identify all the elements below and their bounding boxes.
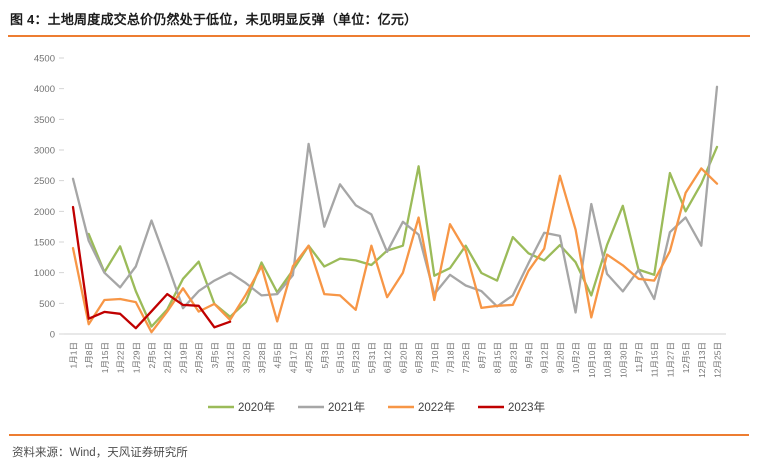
x-tick-label: 8月15日 [493,342,503,373]
y-tick-label: 3500 [34,115,55,126]
title-divider [8,35,750,37]
x-tick-label: 1月22日 [116,342,126,373]
x-tick-label: 2月5日 [147,342,157,368]
figure-title-row: 图 4：土地周度成交总价仍然处于低位，未见明显反弹（单位：亿元） [0,0,758,29]
series-2020年-line [87,145,719,328]
x-tick-label: 7月10日 [430,342,440,373]
x-tick-label: 6月28日 [414,342,424,373]
x-tick-label: 12月25日 [713,342,723,378]
x-tick-label: 1月15日 [100,342,110,373]
legend-label: 2020年 [238,400,275,414]
x-tick-label: 10月18日 [603,342,613,378]
x-tick-label: 1月1日 [69,342,79,368]
x-tick-label: 1月29日 [131,342,141,373]
legend-label: 2023年 [508,400,545,414]
x-tick-label: 3月28日 [257,342,267,373]
x-tick-label: 6月20日 [398,342,408,373]
x-tick-label: 4月17日 [288,342,298,373]
series-2023年-line [71,205,232,330]
y-tick-label: 0 [50,330,55,341]
x-tick-label: 3月12日 [226,342,236,373]
y-tick-label: 2000 [34,207,55,218]
x-tick-label: 5月15日 [336,342,346,373]
x-tick-label: 10月30日 [618,342,628,378]
land-sales-line-chart: 0 500 1000 1500 2000 2500 3000 3500 4000 4500 1月1日… [34,54,726,414]
x-tick-label: 12月13日 [697,342,707,378]
source-note: 资料来源：Wind，天风证券研究所 [12,447,188,459]
x-tick-label: 11月15日 [650,342,660,377]
y-tick-label: 2500 [34,176,55,187]
x-tick-label: 7月18日 [446,342,456,373]
x-tick-label: 4月25日 [304,342,314,373]
chart-container: 0 500 1000 1500 2000 2500 3000 3500 4000 4500 1月1日… [0,37,758,434]
y-tick-label: 500 [39,299,55,310]
series-2021年-line [71,85,719,314]
x-tick-label: 2月12日 [163,342,173,373]
x-tick-label: 5月31日 [367,342,377,373]
x-tick-label: 3月20日 [241,342,251,373]
x-tick-label: 11月27日 [665,342,675,377]
x-tick-label: 8月23日 [508,342,518,373]
y-tick-label: 3000 [34,146,55,157]
x-tick-label: 5月3日 [320,342,330,368]
y-tick-label: 1000 [34,268,55,279]
y-tick-label: 1500 [34,238,55,249]
y-tick-label: 4000 [34,84,55,95]
legend-label: 2021年 [328,400,365,414]
x-tick-label: 7月26日 [461,342,471,373]
x-tick-label: 10月10日 [587,342,597,378]
x-tick-label: 9月4日 [524,342,534,368]
x-tick-label: 12月5日 [681,342,691,373]
x-tick-label: 3月5日 [210,342,220,368]
x-tick-label: 9月12日 [540,342,550,373]
x-tick-label: 8月7日 [477,342,487,368]
legend-item-2023年: 2023年 [478,400,545,414]
x-tick-label: 10月2日 [571,342,581,373]
y-tick-label: 4500 [34,54,55,65]
legend-item-2022年: 2022年 [388,400,455,414]
x-tick-label: 1月8日 [84,342,94,368]
figure-title: 图 4：土地周度成交总价仍然处于低位，未见明显反弹（单位：亿元） [10,12,418,27]
series-2022年-line [71,167,719,334]
x-tick-label: 2月19日 [179,342,189,373]
x-tick-label: 9月20日 [555,342,565,373]
x-tick-label: 6月12日 [383,342,393,373]
x-tick-label: 5月23日 [351,342,361,373]
legend-label: 2022年 [418,400,455,414]
x-tick-label: 2月26日 [194,342,204,373]
legend-item-2021年: 2021年 [298,400,365,414]
x-tick-label: 4月5日 [273,342,283,368]
footer-divider [9,434,749,436]
x-tick-label: 11月7日 [634,342,644,373]
legend-item-2020年: 2020年 [208,400,275,414]
